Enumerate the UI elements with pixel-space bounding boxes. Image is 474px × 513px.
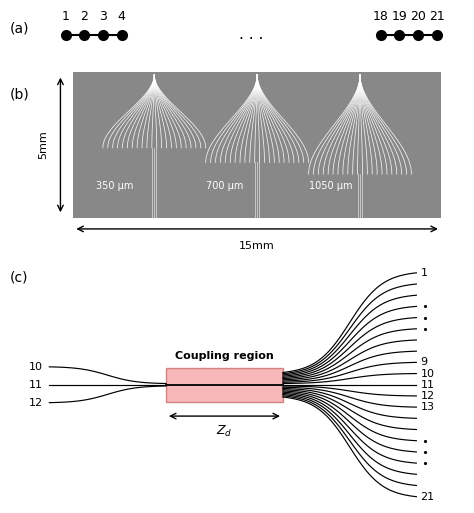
Text: 700 μm: 700 μm xyxy=(206,181,243,191)
Text: 11: 11 xyxy=(29,380,43,390)
Text: 15mm: 15mm xyxy=(239,241,275,251)
Text: 1: 1 xyxy=(420,268,428,278)
Text: 1: 1 xyxy=(62,10,70,23)
Text: 2: 2 xyxy=(81,10,88,23)
Text: 10: 10 xyxy=(29,362,43,372)
Text: 12: 12 xyxy=(29,398,43,408)
Text: 5mm: 5mm xyxy=(38,130,48,160)
Text: 4: 4 xyxy=(118,10,126,23)
Text: 1050 μm: 1050 μm xyxy=(309,181,352,191)
Text: 20: 20 xyxy=(410,10,426,23)
Text: 13: 13 xyxy=(420,402,435,412)
Text: (c): (c) xyxy=(9,270,28,284)
Text: 18: 18 xyxy=(373,10,389,23)
Text: 11: 11 xyxy=(420,380,435,390)
Bar xyxy=(166,368,283,402)
Text: 21: 21 xyxy=(420,491,435,502)
Text: 12: 12 xyxy=(420,391,435,401)
Text: 19: 19 xyxy=(392,10,407,23)
Text: $Z_d$: $Z_d$ xyxy=(216,424,233,439)
Text: (b): (b) xyxy=(9,88,29,102)
Text: . . .: . . . xyxy=(239,27,264,42)
Text: 10: 10 xyxy=(420,368,435,379)
Text: Coupling region: Coupling region xyxy=(175,351,274,361)
Text: 9: 9 xyxy=(420,358,428,367)
Text: 3: 3 xyxy=(99,10,107,23)
Text: 21: 21 xyxy=(428,10,445,23)
Text: (a): (a) xyxy=(9,21,29,35)
Text: 350 μm: 350 μm xyxy=(95,181,133,191)
